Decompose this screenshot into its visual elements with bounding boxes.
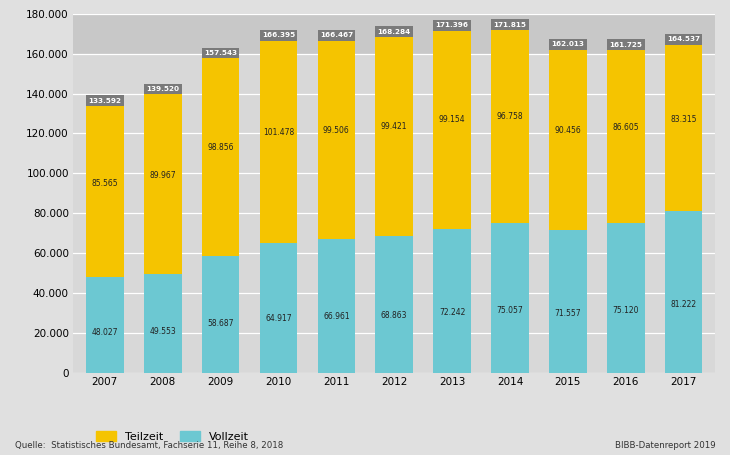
Text: 85.565: 85.565	[91, 179, 118, 188]
Text: 89.967: 89.967	[150, 171, 176, 180]
Bar	[665, 34, 702, 45]
Bar	[86, 277, 123, 373]
Text: 83.315: 83.315	[670, 115, 697, 124]
Text: 168.284: 168.284	[377, 29, 411, 35]
Bar	[201, 256, 239, 373]
Bar	[607, 39, 645, 50]
Text: 99.506: 99.506	[323, 126, 350, 135]
Bar	[260, 30, 297, 41]
Bar	[491, 30, 529, 223]
Text: 75.057: 75.057	[496, 306, 523, 315]
Text: 72.242: 72.242	[439, 308, 465, 317]
Legend: Teilzeit, Vollzeit: Teilzeit, Vollzeit	[91, 427, 253, 447]
Text: 48.027: 48.027	[91, 329, 118, 337]
Bar	[318, 30, 355, 40]
Bar	[491, 223, 529, 373]
Bar	[318, 239, 355, 373]
Bar	[73, 14, 715, 54]
Bar	[375, 236, 413, 373]
Text: 98.856: 98.856	[207, 143, 234, 152]
Bar	[375, 26, 413, 37]
Bar	[260, 243, 297, 373]
Text: 161.725: 161.725	[610, 42, 642, 48]
Bar	[549, 50, 587, 230]
Text: 139.520: 139.520	[146, 86, 179, 92]
Bar	[318, 40, 355, 239]
Bar	[434, 229, 471, 373]
Bar	[375, 37, 413, 236]
Bar	[201, 47, 239, 59]
Bar	[549, 39, 587, 50]
Text: 66.961: 66.961	[323, 313, 350, 321]
Text: 86.605: 86.605	[612, 123, 639, 132]
Text: 101.478: 101.478	[263, 127, 294, 136]
Text: 58.687: 58.687	[207, 319, 234, 329]
Text: 64.917: 64.917	[265, 314, 292, 323]
Text: 157.543: 157.543	[204, 50, 237, 56]
Bar	[607, 50, 645, 223]
Text: 90.456: 90.456	[555, 126, 581, 135]
Text: 99.154: 99.154	[439, 116, 466, 124]
Bar	[86, 96, 123, 106]
Text: 99.421: 99.421	[381, 122, 407, 131]
Bar	[86, 106, 123, 277]
Text: 75.120: 75.120	[612, 306, 639, 314]
Bar	[665, 45, 702, 211]
Bar	[144, 84, 182, 95]
Bar	[144, 95, 182, 274]
Text: 71.557: 71.557	[555, 308, 581, 318]
Bar	[434, 31, 471, 229]
Text: 166.395: 166.395	[262, 32, 295, 38]
Text: 171.396: 171.396	[436, 22, 469, 28]
Text: 133.592: 133.592	[88, 98, 121, 104]
Bar	[549, 230, 587, 373]
Text: 49.553: 49.553	[150, 327, 176, 336]
Bar	[201, 59, 239, 256]
Text: 81.222: 81.222	[671, 300, 696, 309]
Bar	[260, 41, 297, 243]
Text: 68.863: 68.863	[381, 311, 407, 320]
Bar	[607, 223, 645, 373]
Text: 164.537: 164.537	[667, 36, 700, 42]
Text: 162.013: 162.013	[551, 41, 584, 47]
Text: 171.815: 171.815	[493, 21, 526, 27]
Text: 96.758: 96.758	[496, 112, 523, 121]
Bar	[491, 19, 529, 30]
Bar	[144, 274, 182, 373]
Bar	[665, 211, 702, 373]
Text: 166.467: 166.467	[320, 32, 353, 38]
Text: Quelle:  Statistisches Bundesamt, Fachserie 11, Reihe 8, 2018: Quelle: Statistisches Bundesamt, Fachser…	[15, 440, 283, 450]
Bar	[434, 20, 471, 31]
Text: BIBB-Datenreport 2019: BIBB-Datenreport 2019	[615, 440, 715, 450]
